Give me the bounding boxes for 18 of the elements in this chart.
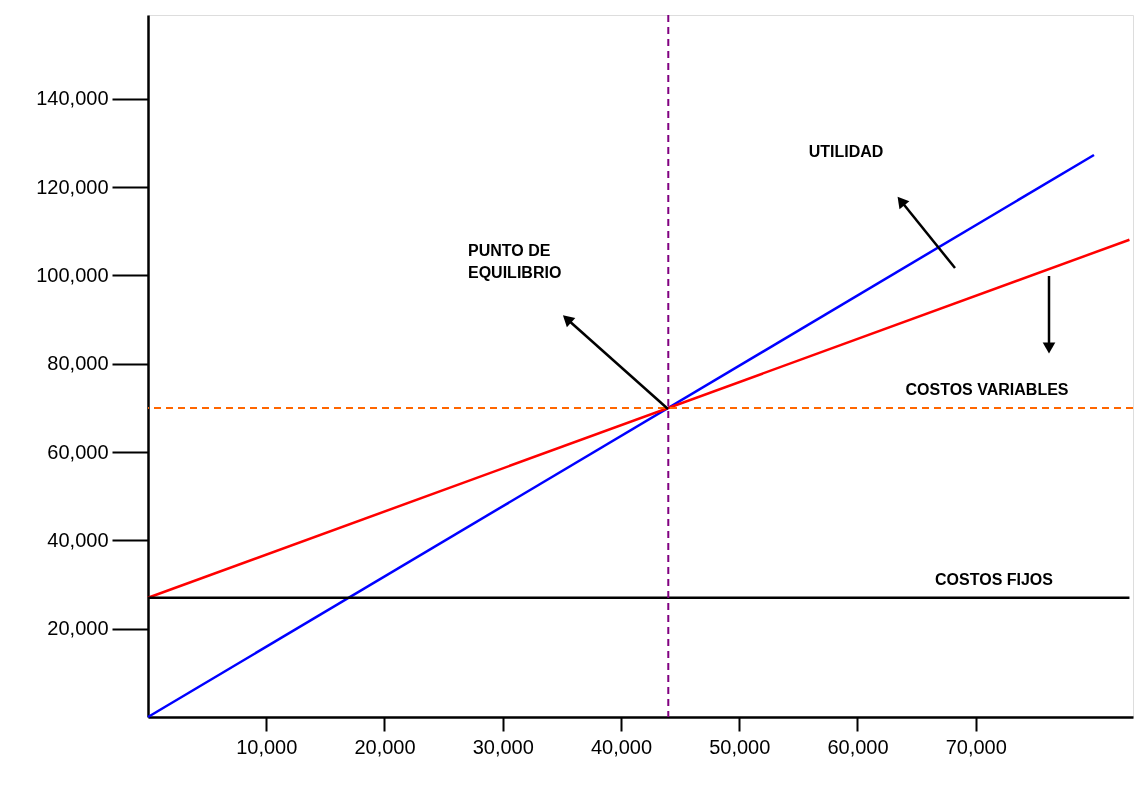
x-tick-label: 30,000 [472,735,534,758]
annotation: UTILIDAD [808,143,884,160]
x-tick-label: 50,000 [709,735,771,758]
annotation: PUNTO DE EQUILIBRIO [468,242,562,281]
annotation: COSTOS VARIABLES [905,381,1069,398]
y-tick-label: 100,000 [36,263,109,286]
y-tick-label: 60,000 [47,440,109,463]
y-tick-label: 80,000 [47,352,109,375]
x-tick-label: 70,000 [945,735,1007,758]
y-tick-label: 40,000 [47,528,109,551]
x-tick-label: 40,000 [590,735,653,758]
x-tick-label: 10,000 [236,735,298,758]
x-tick-label: 20,000 [354,735,416,758]
annotation: COSTOS FIJOS [935,571,1054,588]
y-tick-label: 140,000 [36,87,109,110]
x-tick-label: 60,000 [827,735,889,758]
y-tick-label: 20,000 [47,617,109,640]
y-tick-label: 120,000 [36,175,109,198]
